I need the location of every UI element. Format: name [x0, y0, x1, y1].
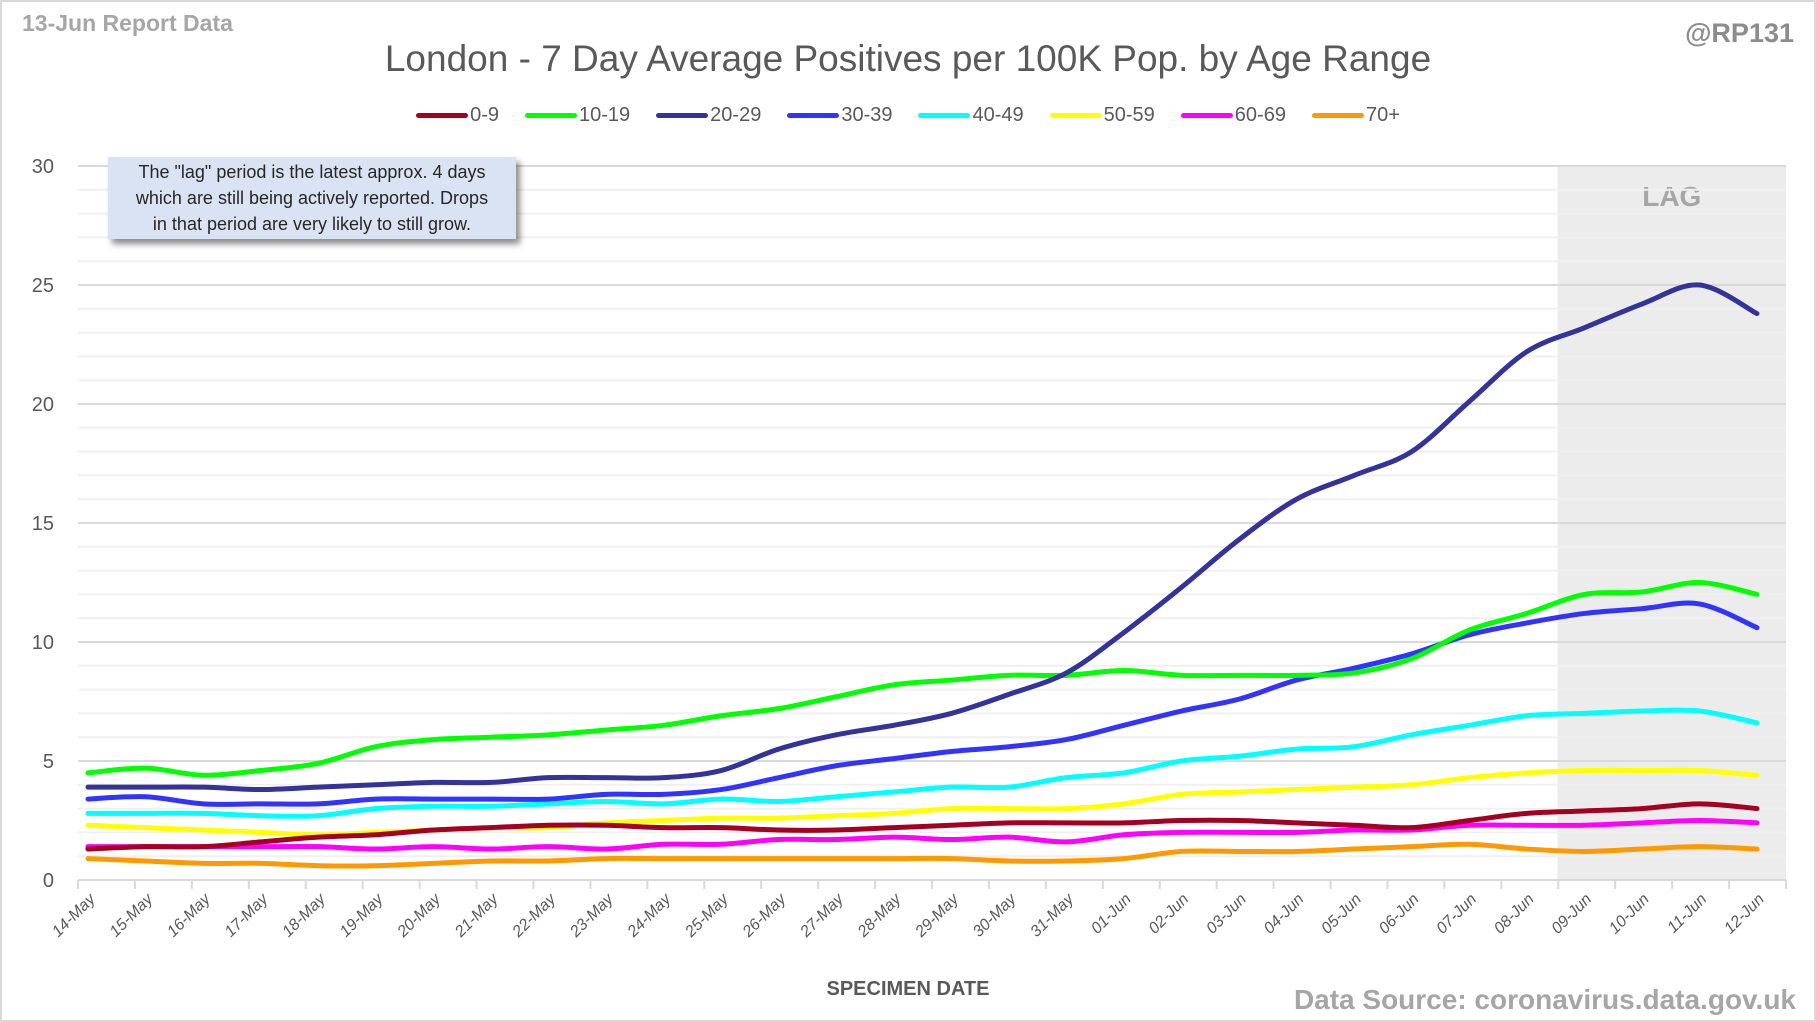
author-handle: @RP131: [1685, 18, 1794, 48]
x-tick-label: 24-May: [624, 890, 675, 941]
series-line-40-49: [85, 707, 1760, 819]
x-tick-label: 15-May: [107, 890, 157, 940]
x-tick-label: 06-Jun: [1376, 891, 1423, 938]
lag-region-label: LAG: [1642, 181, 1701, 212]
legend-item: 60-69: [1180, 104, 1286, 127]
legend-label: 20-29: [710, 104, 762, 126]
legend-label: 10-19: [579, 104, 631, 126]
x-tick-label: 08-Jun: [1491, 891, 1538, 938]
legend-label: 0-9: [470, 104, 500, 126]
legend-label: 40-49: [972, 104, 1024, 126]
y-tick-label: 0: [43, 870, 54, 892]
x-tick-label: 18-May: [279, 890, 329, 940]
y-tick-label: 30: [32, 156, 54, 178]
series-line-70plus: [85, 841, 1760, 869]
chart-legend: 0-9 10-19 20-29 30-39 40-49 50-59 60-69 70+: [0, 104, 1816, 127]
legend-item: 50-59: [1049, 104, 1155, 127]
legend-item: 40-49: [918, 104, 1024, 127]
legend-label: 60-69: [1234, 104, 1286, 126]
y-tick-label: 5: [43, 751, 54, 773]
x-tick-label: 23-May: [566, 890, 617, 941]
x-tick-label: 17-May: [222, 890, 272, 940]
legend-label: 30-39: [841, 104, 893, 126]
x-tick-label: 20-May: [394, 890, 445, 941]
series-line-20-29: [85, 282, 1760, 793]
lag-note-line: in that period are very likely to still …: [152, 214, 472, 234]
data-source-label: Data Source: coronavirus.data.gov.uk: [1293, 984, 1796, 1015]
legend-label: 70+: [1365, 104, 1400, 126]
x-tick-label: 26-May: [739, 890, 790, 941]
series-line-30-39: [85, 600, 1760, 807]
legend-item: 0-9: [416, 104, 499, 127]
legend-swatch: [1180, 113, 1233, 118]
y-tick-label: 25: [32, 275, 54, 297]
legend-swatch: [918, 113, 971, 118]
x-tick-label: 07-Jun: [1433, 891, 1480, 938]
legend-swatch: [416, 113, 469, 118]
x-tick-label: 21-May: [451, 890, 502, 941]
report-date-label: 13-Jun Report Data: [22, 10, 233, 36]
x-tick-label: 31-May: [1027, 890, 1077, 940]
lag-note-box: The "lag" period is the latest approx. 4…: [108, 157, 516, 239]
legend-swatch: [1049, 113, 1102, 118]
legend-item: 10-19: [525, 104, 630, 127]
y-tick-label: 10: [32, 632, 54, 654]
x-tick-label: 14-May: [49, 890, 99, 940]
y-tick-label: 20: [32, 394, 54, 416]
legend-item: 70+: [1311, 104, 1400, 127]
x-tick-label: 09-Jun: [1549, 891, 1596, 938]
series-line-10-19: [85, 579, 1760, 778]
legend-swatch: [525, 113, 578, 118]
x-tick-label: 19-May: [337, 890, 387, 940]
chart-title: London - 7 Day Average Positives per 100…: [384, 38, 1432, 79]
legend-swatch: [1311, 113, 1364, 118]
series-line-0-9: [85, 801, 1760, 852]
x-tick-label: 16-May: [164, 890, 214, 940]
x-tick-label: 05-Jun: [1318, 891, 1365, 938]
x-tick-label: 04-Jun: [1261, 891, 1308, 938]
x-tick-label: 02-Jun: [1146, 891, 1193, 938]
x-tick-label: 28-May: [854, 890, 905, 941]
x-tick-label: 27-May: [797, 890, 848, 941]
lag-note-line: which are still being actively reported.…: [135, 188, 489, 208]
x-tick-label: 22-May: [509, 890, 560, 941]
legend-item: 30-39: [787, 104, 892, 127]
x-tick-label: 12-Jun: [1721, 891, 1768, 938]
lag-note-line: The "lag" period is the latest approx. 4…: [138, 162, 486, 182]
x-tick-label: 30-May: [970, 890, 1020, 940]
x-tick-label: 10-Jun: [1606, 891, 1653, 938]
series-line-60-69: [85, 818, 1760, 852]
legend-label: 50-59: [1103, 104, 1155, 126]
x-tick-label: 25-May: [681, 890, 732, 941]
legend-swatch: [787, 113, 840, 118]
legend-swatch: [656, 113, 709, 118]
y-tick-label: 15: [32, 513, 54, 535]
x-tick-label: 01-Jun: [1088, 891, 1135, 938]
x-tick-label: 03-Jun: [1203, 891, 1250, 938]
x-tick-label: 29-May: [912, 890, 963, 941]
x-tick-label: 11-Jun: [1665, 891, 1711, 937]
x-axis-title: SPECIMEN DATE: [826, 978, 990, 1000]
legend-item: 20-29: [656, 104, 761, 127]
